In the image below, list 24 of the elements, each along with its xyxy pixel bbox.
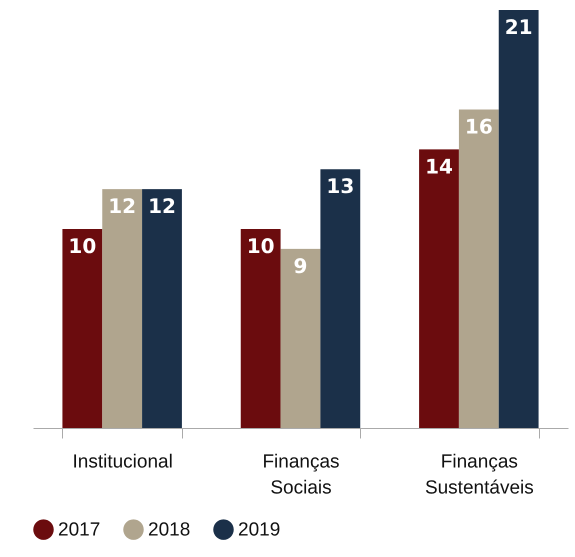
bar <box>240 228 281 428</box>
data-label: 16 <box>464 114 493 139</box>
x-tick-label: Institucional <box>72 452 173 472</box>
data-label: 13 <box>326 174 354 198</box>
data-label: 9 <box>294 254 308 278</box>
bar <box>458 110 499 428</box>
bar <box>142 189 182 428</box>
legend-label: 2018 <box>148 520 190 541</box>
bar <box>62 228 102 428</box>
bar <box>498 10 539 428</box>
legend-label: 2019 <box>238 520 280 541</box>
bar <box>419 149 459 428</box>
x-tick-label: Finanças Sustentáveis <box>424 452 534 498</box>
legend-label: 2017 <box>58 520 100 541</box>
data-label: 10 <box>246 234 275 258</box>
bar <box>320 169 360 428</box>
bar <box>280 248 320 428</box>
data-label: 14 <box>425 154 453 178</box>
data-label: 21 <box>504 15 533 39</box>
data-label: 10 <box>68 234 96 258</box>
x-tick-label: Finanças Sociais <box>262 452 340 498</box>
data-label: 12 <box>108 194 136 218</box>
data-label: 12 <box>148 194 176 218</box>
bar <box>102 189 142 428</box>
